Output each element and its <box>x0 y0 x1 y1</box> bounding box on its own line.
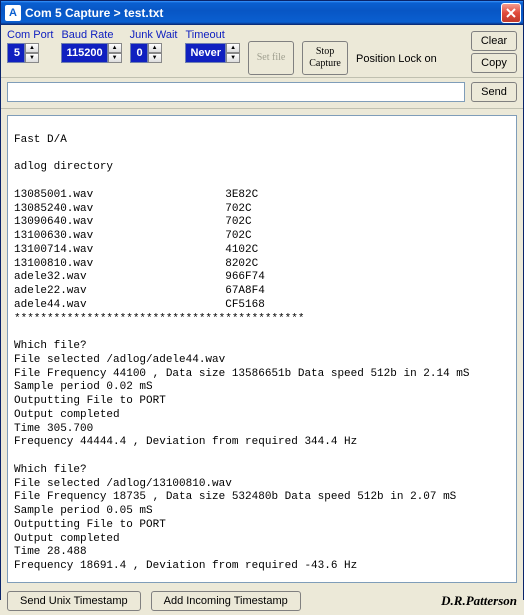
timeout-label: Timeout <box>185 29 240 41</box>
comport-group: Com Port 5 ▲ ▼ <box>7 29 53 75</box>
set-file-button: Set file <box>248 41 294 75</box>
close-button[interactable] <box>501 3 521 23</box>
close-icon <box>506 8 516 18</box>
junk-label: Junk Wait <box>130 29 178 41</box>
junk-group: Junk Wait 0 ▲ ▼ <box>130 29 178 75</box>
clear-button[interactable]: Clear <box>471 31 517 51</box>
terminal-panel: Fast D/A adlog directory 13085001.wav 3E… <box>7 115 517 583</box>
timeout-up-icon[interactable]: ▲ <box>226 43 240 53</box>
baud-down-icon[interactable]: ▼ <box>108 53 122 63</box>
comport-up-icon[interactable]: ▲ <box>25 43 39 53</box>
title-bar: A Com 5 Capture > test.txt <box>1 1 523 25</box>
toolbar: Com Port 5 ▲ ▼ Baud Rate 115200 ▲ ▼ Junk… <box>1 25 523 78</box>
app-icon: A <box>5 5 21 21</box>
position-lock-status: Position Lock on <box>356 53 437 65</box>
junk-up-icon[interactable]: ▲ <box>148 43 162 53</box>
send-input[interactable] <box>7 82 465 102</box>
terminal-output: Fast D/A adlog directory 13085001.wav 3E… <box>8 116 516 583</box>
junk-spinner[interactable]: ▲ ▼ <box>148 43 162 63</box>
baud-spinner[interactable]: ▲ ▼ <box>108 43 122 63</box>
send-button[interactable]: Send <box>471 82 517 102</box>
send-unix-timestamp-button[interactable]: Send Unix Timestamp <box>7 591 141 611</box>
baud-value[interactable]: 115200 <box>61 43 107 63</box>
timeout-down-icon[interactable]: ▼ <box>226 53 240 63</box>
author-signature: D.R.Patterson <box>441 593 517 609</box>
baud-up-icon[interactable]: ▲ <box>108 43 122 53</box>
junk-value[interactable]: 0 <box>130 43 148 63</box>
timeout-group: Timeout Never ▲ ▼ <box>185 29 240 75</box>
comport-spinner[interactable]: ▲ ▼ <box>25 43 39 63</box>
junk-down-icon[interactable]: ▼ <box>148 53 162 63</box>
baud-label: Baud Rate <box>61 29 121 41</box>
add-incoming-timestamp-button[interactable]: Add Incoming Timestamp <box>151 591 301 611</box>
window-title: Com 5 Capture > test.txt <box>25 6 501 20</box>
comport-label: Com Port <box>7 29 53 41</box>
timeout-value[interactable]: Never <box>185 43 226 63</box>
right-buttons: Clear Copy <box>471 29 517 75</box>
baud-group: Baud Rate 115200 ▲ ▼ <box>61 29 121 75</box>
timeout-spinner[interactable]: ▲ ▼ <box>226 43 240 63</box>
stop-capture-button[interactable]: Stop Capture <box>302 41 348 75</box>
comport-value[interactable]: 5 <box>7 43 25 63</box>
copy-button[interactable]: Copy <box>471 53 517 73</box>
bottom-bar: Send Unix Timestamp Add Incoming Timesta… <box>1 589 523 615</box>
comport-down-icon[interactable]: ▼ <box>25 53 39 63</box>
send-row: Send <box>1 78 523 109</box>
